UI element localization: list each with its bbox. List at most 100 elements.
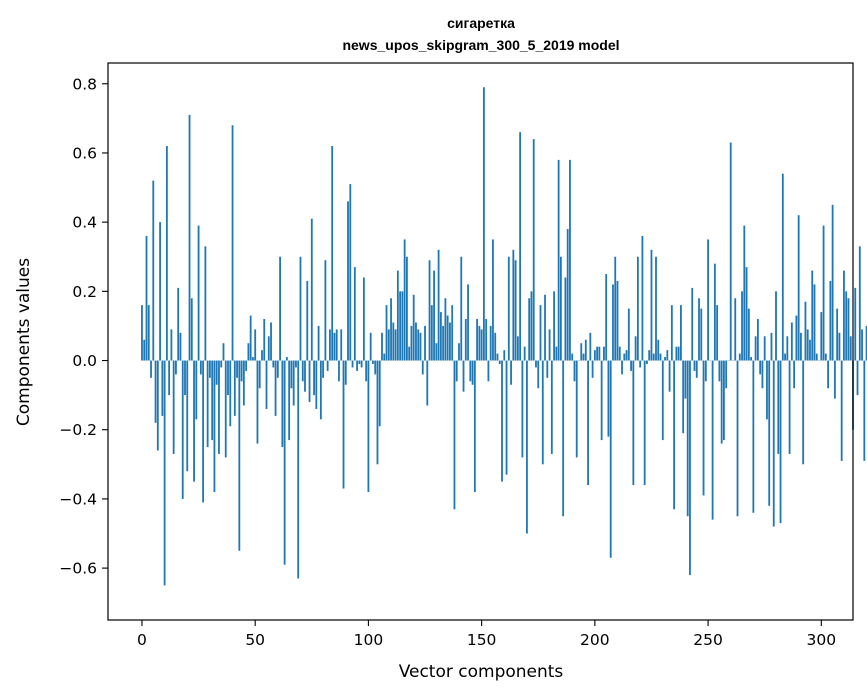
bar	[263, 319, 266, 361]
bar	[646, 360, 648, 364]
bar	[410, 325, 413, 361]
bar	[516, 336, 519, 361]
x-axis-label: Vector components	[399, 662, 564, 682]
y-tick-label: −0.2	[59, 421, 97, 439]
bar	[729, 142, 732, 361]
bar	[503, 350, 506, 361]
bar	[652, 353, 655, 361]
chart-subtitle: news_upos_skipgram_300_5_2019 model	[342, 37, 619, 53]
bar	[245, 360, 248, 371]
bar	[523, 346, 526, 361]
y-tick-label: 0.4	[72, 214, 97, 232]
bar	[252, 357, 254, 361]
bar	[854, 287, 857, 361]
bar	[553, 291, 555, 361]
bar	[181, 360, 184, 499]
bar	[657, 339, 660, 361]
bar	[546, 360, 549, 378]
bar	[550, 360, 553, 454]
bar	[347, 201, 349, 361]
bar	[793, 360, 796, 389]
bar	[752, 360, 755, 513]
bar	[564, 277, 567, 361]
bar	[492, 239, 494, 361]
bar	[856, 360, 859, 396]
bar	[532, 139, 535, 361]
bar	[301, 360, 304, 382]
bar	[770, 332, 773, 361]
bar	[702, 360, 705, 496]
bar	[254, 329, 257, 361]
x-axis: 0 50 100 150 200 250 300	[137, 620, 836, 649]
bar	[614, 256, 617, 361]
bar	[340, 329, 343, 361]
bar	[229, 360, 232, 427]
bar	[324, 260, 327, 361]
bar	[863, 360, 866, 461]
bar	[152, 180, 155, 361]
bar	[804, 301, 807, 361]
bar	[788, 360, 791, 454]
bar	[713, 263, 716, 361]
bar	[797, 215, 800, 361]
bar	[496, 353, 499, 361]
bar	[374, 360, 377, 375]
bar	[512, 249, 515, 361]
bar	[270, 322, 272, 361]
bar	[827, 360, 829, 389]
bar	[208, 360, 211, 378]
bar	[480, 329, 483, 361]
bar	[258, 360, 261, 389]
bar	[743, 225, 746, 361]
bar	[412, 294, 415, 361]
bar	[698, 298, 700, 361]
bar	[444, 298, 447, 361]
bar	[331, 146, 334, 361]
bar	[188, 114, 191, 361]
bar	[462, 360, 465, 392]
bar	[233, 360, 236, 416]
bar	[800, 332, 802, 361]
bar	[378, 360, 381, 427]
bar	[177, 287, 180, 361]
bar	[356, 360, 358, 371]
bar	[211, 360, 214, 441]
x-tick-label: 50	[245, 631, 265, 649]
bar	[333, 332, 336, 361]
bar	[190, 298, 193, 361]
bar	[840, 360, 843, 461]
bar	[376, 360, 379, 465]
bar	[833, 360, 836, 399]
bar	[845, 291, 848, 361]
bar	[682, 360, 685, 434]
bar	[530, 291, 533, 361]
bar	[326, 360, 329, 371]
bar	[193, 360, 195, 482]
bar	[426, 360, 429, 406]
bar	[141, 305, 143, 361]
bar	[759, 360, 762, 375]
bar	[571, 353, 574, 361]
x-tick-label: 250	[693, 631, 723, 649]
bar	[537, 360, 540, 389]
bar	[218, 360, 220, 454]
bar	[686, 360, 689, 517]
y-axis-label: Components values	[14, 258, 34, 426]
bar	[605, 274, 608, 361]
bar	[526, 360, 528, 534]
bar-series	[141, 87, 867, 586]
bar	[544, 294, 546, 361]
bar	[256, 360, 259, 444]
bar	[779, 360, 782, 524]
bar	[335, 329, 338, 361]
bar	[297, 360, 300, 579]
bar	[369, 332, 372, 361]
bar	[621, 360, 623, 375]
bar	[593, 350, 596, 361]
bar	[308, 360, 311, 403]
bar	[519, 132, 522, 361]
bar	[813, 284, 816, 361]
bar	[415, 322, 417, 361]
bar	[802, 360, 805, 465]
bar	[596, 346, 599, 361]
